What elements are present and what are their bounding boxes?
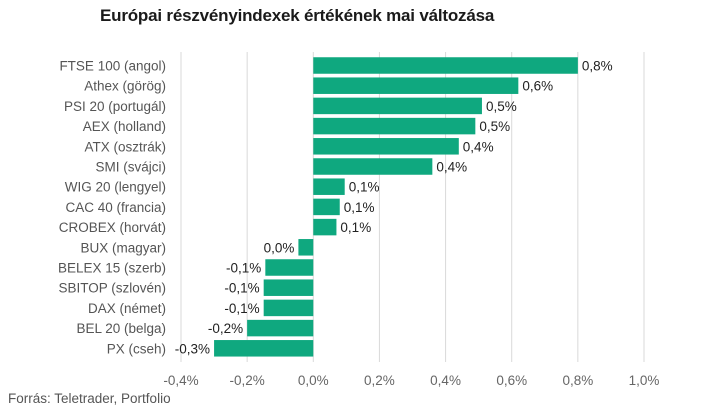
category-label: CAC 40 (francia)	[65, 200, 166, 215]
bar	[313, 178, 345, 195]
value-label: 0,1%	[349, 180, 380, 195]
bar	[263, 279, 314, 296]
value-label: -0,2%	[208, 321, 243, 336]
value-label: -0,1%	[224, 301, 259, 316]
x-tick-label: 0,6%	[496, 373, 527, 388]
category-label: BUX (magyar)	[80, 240, 166, 255]
bar	[313, 218, 337, 236]
bar	[313, 198, 340, 216]
category-label: PX (cseh)	[107, 341, 166, 356]
value-label: 0,0%	[264, 240, 295, 255]
x-tick-label: 0,8%	[562, 373, 593, 388]
bar	[313, 138, 459, 155]
category-label: BEL 20 (belga)	[76, 321, 166, 336]
x-tick-label: -0,4%	[163, 373, 198, 388]
bar	[313, 97, 482, 115]
category-label: CROBEX (horvát)	[59, 220, 166, 235]
category-label: WIG 20 (lengyel)	[65, 180, 166, 195]
category-label: DAX (német)	[88, 301, 166, 316]
category-label: FTSE 100 (angol)	[59, 59, 166, 74]
value-label: 0,5%	[479, 119, 510, 134]
value-label: 0,8%	[582, 59, 613, 74]
category-label: AEX (holland)	[83, 119, 166, 134]
value-label: -0,1%	[226, 261, 261, 276]
category-labels: FTSE 100 (angol) Athex (görög) PSI 20 (por…	[58, 59, 166, 357]
value-label: 0,4%	[436, 160, 467, 175]
bar-chart: FTSE 100 (angol) Athex (görög) PSI 20 (por…	[58, 52, 659, 388]
bar	[263, 299, 314, 317]
x-axis-tick-labels: -0,4% -0,2% 0,0% 0,2% 0,4% 0,6% 0,8% 1,0%	[163, 373, 659, 388]
x-tick-label: 1,0%	[629, 373, 660, 388]
bar	[247, 319, 314, 337]
bar	[214, 340, 314, 357]
category-label: PSI 20 (portugál)	[64, 99, 166, 114]
bar	[313, 57, 578, 74]
bars	[214, 57, 578, 357]
value-label: 0,5%	[486, 99, 517, 114]
value-label: 0,1%	[344, 200, 375, 215]
category-label: SMI (svájci)	[96, 160, 167, 175]
bar	[265, 259, 314, 276]
value-label: 0,4%	[463, 139, 494, 154]
value-label: 0,6%	[522, 79, 553, 94]
bar	[313, 77, 519, 94]
category-label: SBITOP (szlovén)	[58, 281, 166, 296]
category-label: Athex (görög)	[84, 79, 166, 94]
value-label: -0,3%	[175, 341, 210, 356]
category-label: BELEX 15 (szerb)	[58, 261, 166, 276]
bar	[298, 239, 314, 256]
value-labels: 0,8% 0,6% 0,5% 0,5% 0,4% 0,4% 0,1% 0,1% 0,1% 0,0%…	[175, 59, 613, 357]
value-label: 0,1%	[340, 220, 371, 235]
bar	[313, 158, 433, 175]
x-tick-label: 0,2%	[364, 373, 395, 388]
chart-title: Európai részvényindexek értékének mai vá…	[100, 6, 495, 25]
category-label: ATX (osztrák)	[84, 139, 166, 154]
bar	[313, 117, 476, 135]
value-label: -0,1%	[224, 281, 259, 296]
x-tick-label: 0,0%	[298, 373, 329, 388]
chart-source: Forrás: Teletrader, Portfolio	[8, 391, 171, 406]
x-tick-label: -0,2%	[230, 373, 265, 388]
x-tick-label: 0,4%	[430, 373, 461, 388]
